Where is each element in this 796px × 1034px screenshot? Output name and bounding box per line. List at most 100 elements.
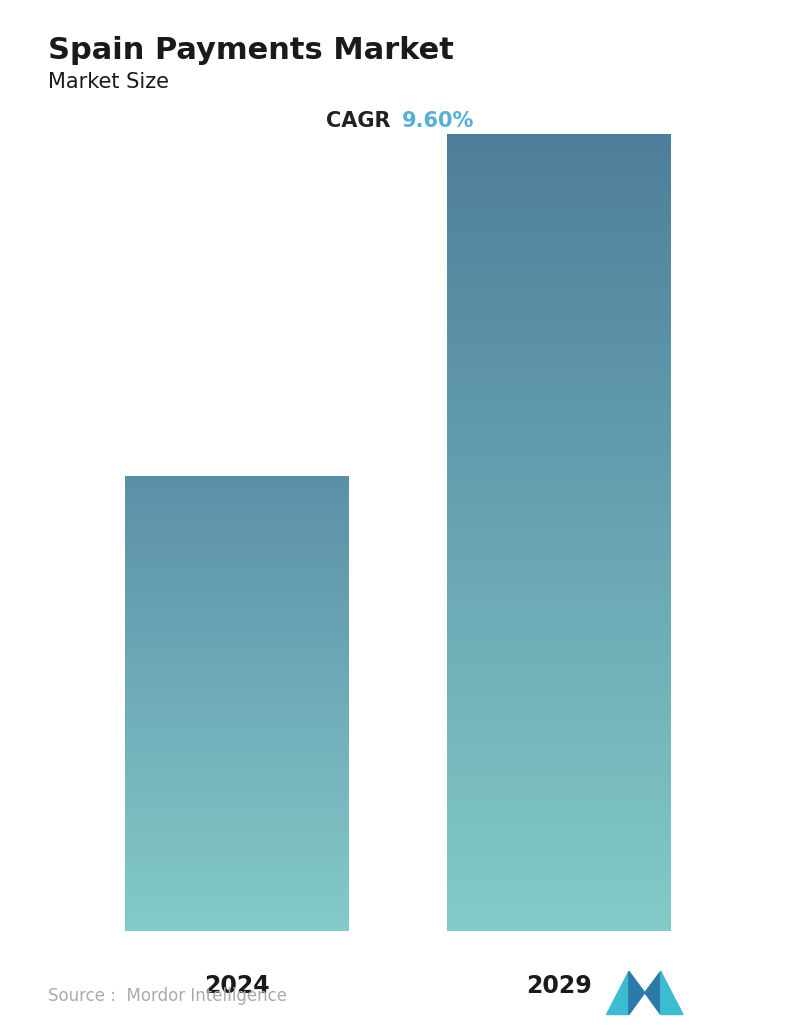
Bar: [125, 514, 349, 515]
Bar: [125, 823, 349, 824]
Bar: [125, 762, 349, 763]
Bar: [447, 484, 671, 486]
Bar: [125, 880, 349, 882]
Bar: [125, 778, 349, 779]
Bar: [447, 834, 671, 837]
Bar: [125, 601, 349, 602]
Bar: [447, 646, 671, 648]
Bar: [447, 148, 671, 150]
Bar: [447, 658, 671, 660]
Bar: [125, 559, 349, 560]
Bar: [125, 717, 349, 719]
Bar: [125, 666, 349, 667]
Bar: [447, 615, 671, 617]
Bar: [125, 820, 349, 822]
Bar: [125, 761, 349, 763]
Bar: [125, 900, 349, 901]
Bar: [447, 224, 671, 226]
Bar: [125, 857, 349, 858]
Bar: [447, 533, 671, 535]
Bar: [125, 882, 349, 883]
Bar: [447, 657, 671, 659]
Bar: [125, 678, 349, 679]
Bar: [125, 815, 349, 816]
Bar: [447, 145, 671, 147]
Bar: [125, 753, 349, 754]
Bar: [447, 602, 671, 604]
Bar: [447, 512, 671, 514]
Bar: [125, 539, 349, 541]
Bar: [447, 325, 671, 327]
Bar: [125, 721, 349, 722]
Bar: [125, 490, 349, 491]
Bar: [447, 328, 671, 330]
Bar: [125, 540, 349, 541]
Bar: [125, 694, 349, 695]
Bar: [447, 819, 671, 821]
Bar: [447, 779, 671, 781]
Bar: [125, 918, 349, 919]
Bar: [125, 711, 349, 712]
Bar: [447, 288, 671, 291]
Bar: [125, 575, 349, 577]
Bar: [125, 582, 349, 583]
Bar: [447, 445, 671, 447]
Bar: [447, 138, 671, 140]
Bar: [447, 196, 671, 199]
Bar: [447, 543, 671, 545]
Bar: [125, 501, 349, 504]
Bar: [447, 460, 671, 462]
Bar: [447, 663, 671, 665]
Bar: [447, 498, 671, 500]
Bar: [447, 394, 671, 396]
Bar: [447, 516, 671, 518]
Bar: [125, 599, 349, 600]
Bar: [125, 699, 349, 700]
Bar: [447, 256, 671, 258]
Bar: [447, 391, 671, 392]
Bar: [447, 655, 671, 657]
Bar: [447, 519, 671, 521]
Bar: [125, 757, 349, 758]
Bar: [447, 653, 671, 656]
Bar: [125, 499, 349, 500]
Bar: [125, 760, 349, 762]
Bar: [447, 341, 671, 343]
Bar: [447, 321, 671, 323]
Bar: [447, 232, 671, 233]
Bar: [125, 620, 349, 622]
Bar: [125, 921, 349, 922]
Bar: [125, 693, 349, 694]
Bar: [447, 822, 671, 824]
Bar: [447, 758, 671, 760]
Bar: [125, 587, 349, 588]
Bar: [447, 923, 671, 925]
Bar: [447, 180, 671, 182]
Bar: [125, 538, 349, 539]
Bar: [447, 214, 671, 216]
Text: Spain Payments Market: Spain Payments Market: [48, 36, 454, 65]
Bar: [125, 672, 349, 674]
Bar: [125, 755, 349, 756]
Bar: [125, 585, 349, 586]
Bar: [125, 901, 349, 902]
Bar: [125, 507, 349, 508]
Bar: [447, 678, 671, 680]
Bar: [447, 335, 671, 337]
Bar: [125, 638, 349, 639]
Bar: [125, 759, 349, 760]
Bar: [125, 530, 349, 531]
Bar: [125, 912, 349, 913]
Bar: [447, 643, 671, 645]
Bar: [447, 349, 671, 351]
Bar: [125, 730, 349, 731]
Bar: [125, 478, 349, 479]
Bar: [447, 687, 671, 689]
Bar: [447, 271, 671, 273]
Bar: [447, 468, 671, 470]
Bar: [125, 816, 349, 817]
Bar: [125, 598, 349, 600]
Bar: [447, 370, 671, 371]
Bar: [447, 876, 671, 878]
Bar: [447, 719, 671, 721]
